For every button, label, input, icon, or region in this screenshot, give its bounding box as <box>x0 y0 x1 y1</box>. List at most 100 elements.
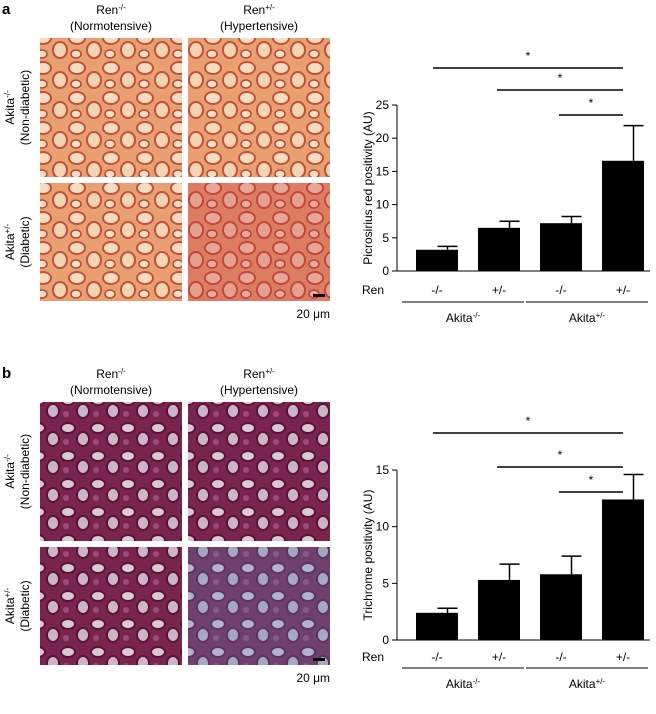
row-label: Akita-/- (Non-diabetic) <box>3 70 33 145</box>
column-title-base: Ren <box>243 367 265 381</box>
column-title-sup: +/- <box>265 3 275 12</box>
row-title-sup: -/- <box>3 454 12 462</box>
row-note: (Diabetic) <box>18 580 32 631</box>
group-label: Akita-/- <box>446 311 481 326</box>
column-note: (Normotensive) <box>70 383 152 397</box>
column-title-sup: -/- <box>118 367 126 376</box>
row-title: Akita-/- <box>3 454 18 489</box>
bar <box>416 612 458 640</box>
micrograph <box>40 547 182 665</box>
column-title: Ren-/- <box>96 3 126 18</box>
row-label: Ren <box>362 283 384 297</box>
x-tick-label: -/- <box>431 283 442 297</box>
panel-label: b <box>2 365 11 382</box>
row-label: Akita+/- (Diabetic) <box>3 216 33 267</box>
column-title: Ren+/- <box>243 3 275 18</box>
row-title: Akita+/- <box>3 224 18 261</box>
group-label-base: Akita <box>446 311 473 325</box>
column-title-sup: -/- <box>118 3 126 12</box>
row-title-base: Akita <box>3 233 17 260</box>
micrograph <box>40 183 182 301</box>
y-tick-label: 5 <box>382 231 389 245</box>
micrograph <box>40 402 182 541</box>
micrograph-overlay <box>188 547 330 665</box>
x-tick-label: +/- <box>616 283 630 297</box>
y-tick-label: 25 <box>376 98 390 112</box>
y-tick-label: 15 <box>376 463 390 477</box>
row-label: Akita+/- (Diabetic) <box>3 580 33 631</box>
column-title-base: Ren <box>96 3 118 17</box>
group-label-sup: +/- <box>596 311 606 320</box>
row-title: Akita-/- <box>3 90 18 125</box>
x-tick-label: -/- <box>431 650 442 664</box>
y-axis-title: Trichrome positivity (AU) <box>361 490 375 621</box>
row-note: (Non-diabetic) <box>18 434 32 509</box>
column-title: Ren-/- <box>96 367 126 382</box>
row-title-sup: -/- <box>3 90 12 98</box>
micrograph <box>188 547 330 665</box>
y-tick-label: 20 <box>376 131 390 145</box>
micrograph <box>188 183 330 301</box>
row-label: Akita-/- (Non-diabetic) <box>3 434 33 509</box>
significance-label: * <box>558 448 563 462</box>
significance-label: * <box>526 49 531 63</box>
row-title-base: Akita <box>3 462 17 489</box>
row-title-sup: +/- <box>3 588 12 598</box>
significance-label: * <box>526 414 531 428</box>
significance-label: * <box>589 473 594 487</box>
bar <box>602 160 644 271</box>
bar <box>416 249 458 271</box>
column-note: (Normotensive) <box>70 19 152 33</box>
y-label: Trichrome positivity (AU) <box>361 490 375 621</box>
group-label-base: Akita <box>446 677 473 691</box>
column-note: (Hypertensive) <box>220 19 298 33</box>
column-title-base: Ren <box>243 3 265 17</box>
y-tick-label: 10 <box>376 198 390 212</box>
column-title-base: Ren <box>96 367 118 381</box>
scale-label: 20 μm <box>296 307 330 321</box>
y-tick-label: 0 <box>382 264 389 278</box>
y-label: Picrosirius red positivity (AU) <box>361 111 375 264</box>
column-title: Ren+/- <box>243 367 275 382</box>
bar <box>602 499 644 640</box>
micrograph <box>40 38 182 177</box>
bar <box>540 574 582 640</box>
y-axis-title: Picrosirius red positivity (AU) <box>361 111 375 264</box>
group-label-base: Akita <box>569 311 596 325</box>
bar <box>478 227 520 271</box>
row-note: (Non-diabetic) <box>18 70 32 145</box>
x-tick-label: +/- <box>492 283 506 297</box>
group-label-base: Akita <box>569 677 596 691</box>
y-tick-label: 0 <box>382 633 389 647</box>
row-note: (Diabetic) <box>18 216 32 267</box>
x-tick-label: -/- <box>555 650 566 664</box>
group-label: Akita-/- <box>446 677 481 692</box>
micrograph <box>188 38 330 177</box>
group-label-sup: -/- <box>473 677 481 686</box>
significance-label: * <box>589 96 594 110</box>
scale-label: 20 μm <box>296 671 330 685</box>
row-title: Akita+/- <box>3 588 18 625</box>
scale-bar <box>313 658 325 661</box>
group-label: Akita+/- <box>569 677 606 692</box>
y-tick-label: 10 <box>376 520 390 534</box>
group-label: Akita+/- <box>569 311 606 326</box>
scale-bar <box>313 294 325 297</box>
group-label-sup: +/- <box>596 677 606 686</box>
group-label-sup: -/- <box>473 311 481 320</box>
x-tick-label: +/- <box>616 650 630 664</box>
panel-label: a <box>2 1 11 18</box>
row-title-base: Akita <box>3 98 17 125</box>
x-tick-label: +/- <box>492 650 506 664</box>
x-tick-label: -/- <box>555 283 566 297</box>
column-note: (Hypertensive) <box>220 383 298 397</box>
column-title-sup: +/- <box>265 367 275 376</box>
y-tick-label: 5 <box>382 576 389 590</box>
row-title-base: Akita <box>3 597 17 624</box>
micrograph-overlay <box>188 183 330 301</box>
y-tick-label: 15 <box>376 164 390 178</box>
bar <box>478 579 520 640</box>
bar <box>540 223 582 271</box>
row-label: Ren <box>362 650 384 664</box>
